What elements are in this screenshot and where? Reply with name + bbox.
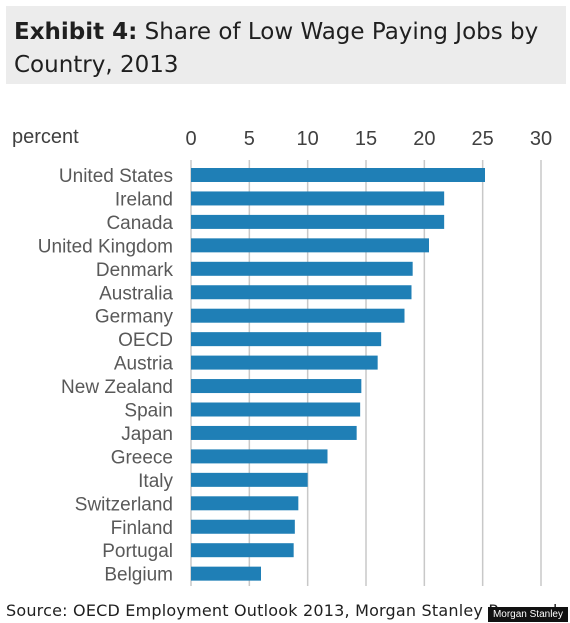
bar-switzerland — [191, 496, 299, 511]
category-label: Belgium — [104, 565, 173, 586]
x-tick-label: 5 — [244, 128, 255, 150]
category-label: Austria — [114, 354, 174, 375]
category-label: Spain — [124, 401, 173, 422]
bar-greece — [191, 449, 328, 464]
bar-new-zealand — [191, 379, 362, 394]
category-label: Finland — [111, 518, 173, 539]
source-note: Source: OECD Employment Outlook 2013, Mo… — [6, 601, 564, 620]
bars — [191, 168, 485, 581]
x-tick-label: 0 — [185, 128, 196, 150]
category-label: OECD — [118, 330, 173, 351]
gridlines — [190, 160, 542, 586]
chart-title: Exhibit 4: Share of Low Wage Paying Jobs… — [14, 16, 559, 82]
category-label: Ireland — [115, 189, 173, 210]
bar-austria — [191, 355, 378, 370]
category-label: United Kingdom — [38, 236, 173, 257]
category-label: Portugal — [102, 541, 173, 562]
bar-chart: percent 0 5 10 15 20 25 30 United StatesIrelan… — [12, 126, 552, 586]
category-label: Australia — [99, 283, 173, 304]
bar-oecd — [191, 332, 382, 347]
morgan-stanley-watermark: Morgan Stanley — [487, 607, 568, 622]
category-label: United States — [59, 166, 173, 187]
bar-denmark — [191, 261, 413, 276]
bar-canada — [191, 214, 445, 229]
bar-ireland — [191, 191, 445, 206]
exhibit-label: Exhibit 4: — [14, 19, 138, 45]
bar-finland — [191, 519, 295, 534]
bar-belgium — [191, 566, 261, 581]
unit-label: percent — [12, 126, 79, 148]
x-tick-label: 30 — [530, 128, 552, 150]
title-line1: Share of Low Wage Paying Jobs by — [144, 19, 539, 45]
bar-italy — [191, 472, 308, 487]
x-tick-label: 10 — [297, 128, 319, 150]
category-label: Germany — [95, 307, 174, 328]
category-label: Denmark — [96, 260, 174, 281]
x-tick-label: 20 — [413, 128, 435, 150]
bar-australia — [191, 285, 412, 300]
category-label: Japan — [121, 424, 173, 445]
bar-portugal — [191, 543, 294, 558]
title-line2: Country, 2013 — [14, 52, 179, 78]
bar-united-states — [191, 168, 485, 182]
category-label: Italy — [138, 471, 173, 492]
category-label: Canada — [106, 213, 173, 234]
x-tick-label: 15 — [355, 128, 377, 150]
x-tick-labels: 0 5 10 15 20 25 30 — [185, 128, 552, 150]
bar-germany — [191, 308, 405, 323]
bar-japan — [191, 425, 357, 440]
bar-spain — [191, 402, 361, 417]
category-label: Switzerland — [75, 494, 173, 515]
category-label: Greece — [111, 447, 173, 468]
title-box: Exhibit 4: Share of Low Wage Paying Jobs… — [6, 6, 566, 84]
bar-united-kingdom — [191, 238, 429, 253]
category-label: New Zealand — [61, 377, 173, 398]
x-tick-label: 25 — [472, 128, 494, 150]
